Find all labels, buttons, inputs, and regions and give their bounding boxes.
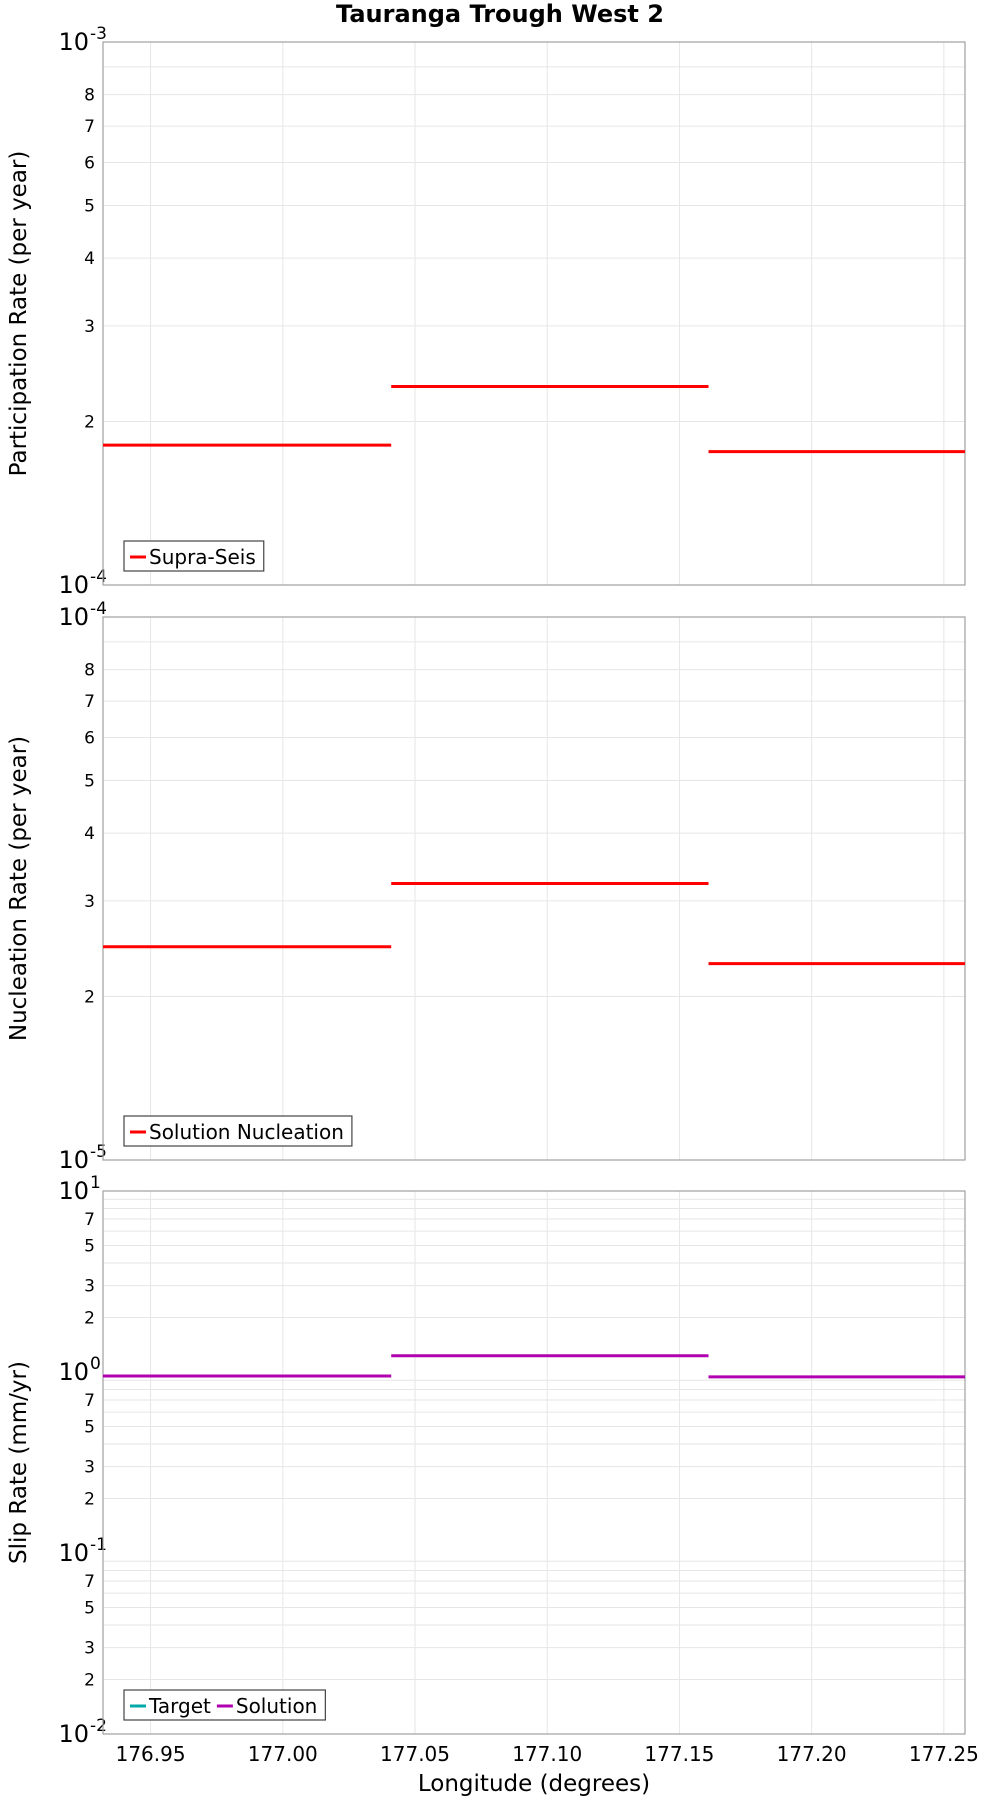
- x-axis-label: Longitude (degrees): [418, 1771, 650, 1797]
- y-tick-label: 2: [84, 1490, 95, 1510]
- legend-entry: Solution: [236, 1694, 317, 1718]
- y-major-tick-exponent: -2: [90, 1716, 107, 1736]
- y-tick-label: 3: [84, 317, 95, 337]
- plot-frame: [102, 41, 966, 586]
- y-axis-label: Nucleation Rate (per year): [6, 736, 32, 1041]
- y-major-tick-label: 10: [58, 1358, 89, 1386]
- y-major-tick-exponent: -4: [90, 599, 107, 619]
- y-axis-label: Slip Rate (mm/yr): [6, 1361, 32, 1564]
- legend: Target Solution: [123, 1689, 326, 1721]
- plot-frame: [102, 616, 966, 1161]
- legend: Solution Nucleation: [123, 1115, 353, 1147]
- y-major-tick-exponent: -1: [90, 1535, 107, 1555]
- y-major-tick-label: 10: [58, 1177, 89, 1205]
- y-major-tick-label: 10: [58, 1146, 89, 1174]
- y-tick-label: 4: [84, 249, 95, 269]
- y-tick-label: 2: [84, 1671, 95, 1691]
- y-tick-label: 2: [84, 413, 95, 433]
- y-tick-label: 3: [84, 1277, 95, 1297]
- x-tick-label: 177.00: [248, 1742, 318, 1766]
- legend-entry: Solution Nucleation: [149, 1120, 344, 1144]
- y-major-tick-label: 10: [58, 28, 89, 56]
- y-tick-label: 3: [84, 1458, 95, 1478]
- y-tick-label: 7: [84, 692, 95, 712]
- x-tick-label: 177.20: [777, 1742, 847, 1766]
- y-tick-label: 5: [84, 1417, 95, 1437]
- y-tick-label: 6: [84, 728, 95, 748]
- y-tick-label: 5: [84, 1598, 95, 1618]
- y-tick-label: 6: [84, 153, 95, 173]
- y-major-tick-label: 10: [58, 571, 89, 599]
- y-tick-label: 7: [84, 117, 95, 137]
- x-tick-label: 177.25: [909, 1742, 979, 1766]
- x-tick-label: 177.05: [380, 1742, 450, 1766]
- y-major-tick-exponent: -4: [90, 567, 107, 587]
- legend-box: [123, 540, 265, 572]
- x-tick-label: 177.10: [512, 1742, 582, 1766]
- plot-frame: [102, 1190, 966, 1735]
- legend-entry: Target: [148, 1694, 211, 1718]
- y-major-tick-label: 10: [58, 603, 89, 631]
- chart-title: Tauranga Trough West 2: [336, 0, 664, 28]
- y-axis-label: Participation Rate (per year): [6, 151, 32, 477]
- y-major-tick-exponent: -3: [90, 24, 107, 44]
- y-tick-label: 5: [84, 771, 95, 791]
- y-tick-label: 7: [84, 1391, 95, 1411]
- y-tick-label: 4: [84, 824, 95, 844]
- y-major-tick-exponent: 0: [90, 1354, 101, 1374]
- y-major-tick-label: 10: [58, 1539, 89, 1567]
- x-tick-label: 177.15: [644, 1742, 714, 1766]
- y-tick-label: 2: [84, 1309, 95, 1329]
- y-tick-label: 8: [84, 86, 95, 106]
- y-tick-label: 7: [84, 1572, 95, 1592]
- y-tick-label: 5: [84, 1236, 95, 1256]
- y-major-tick-exponent: -5: [90, 1142, 107, 1162]
- y-tick-label: 2: [84, 988, 95, 1008]
- legend: Supra-Seis: [123, 540, 265, 572]
- legend-entry: Supra-Seis: [149, 545, 256, 569]
- y-tick-label: 3: [84, 892, 95, 912]
- x-tick-label: 176.95: [116, 1742, 186, 1766]
- y-major-tick-label: 10: [58, 1720, 89, 1748]
- y-tick-label: 7: [84, 1210, 95, 1230]
- y-major-tick-exponent: 1: [90, 1173, 101, 1193]
- y-tick-label: 5: [84, 196, 95, 216]
- y-tick-label: 3: [84, 1639, 95, 1659]
- legend-box: [123, 1115, 353, 1147]
- y-tick-label: 8: [84, 661, 95, 681]
